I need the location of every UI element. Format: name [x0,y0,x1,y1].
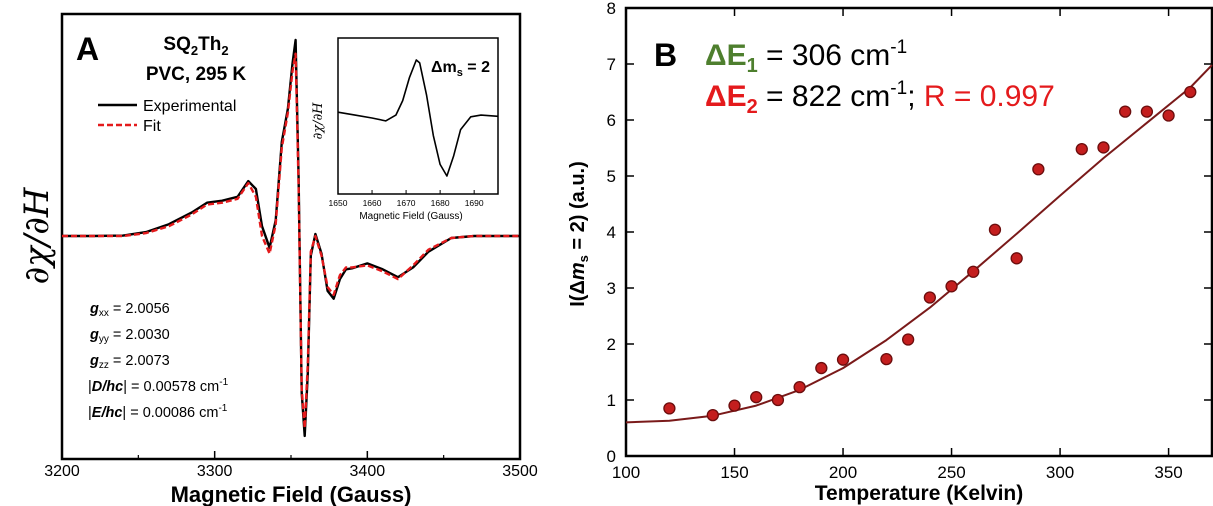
data-point [706,408,719,422]
data-point [1184,85,1197,99]
panel-a-y-axis-label: ∂χ/∂H [17,186,57,284]
data-point [1032,163,1045,176]
data-point [1140,105,1154,118]
legend-experimental-label: Experimental [143,98,236,115]
inset-x-tick-label: 1680 [431,198,450,208]
data-point [901,333,915,346]
panel-a: 3200 3300 3400 3500 A SQ2Th2 PVC, 295 K Exp… [17,12,538,506]
panel-b-y-tick-label: 8 [607,0,616,18]
panel-b-series [625,64,1213,424]
inset-x-axis-label: Magnetic Field (Gauss) [359,211,462,222]
panel-a-x-tick-label: 3400 [350,463,386,480]
annotation-delta-e1: ΔE1 = 306 cm-1 [705,37,907,77]
panel-b-x-tick-label: 350 [1154,463,1182,482]
panel-b-frame [624,6,1213,458]
panel-b-x-tick-label: 250 [937,463,965,482]
data-point [1097,141,1110,154]
panel-b-y-tick-label: 5 [607,167,616,186]
series-fit-curve [625,64,1213,424]
data-point [880,352,893,366]
inset-x-tick-label: 1660 [363,198,382,208]
data-point [967,265,980,278]
panel-a-x-tick-label: 3200 [44,463,80,480]
inset-series [337,59,499,177]
panel-b-y-tick-label: 2 [607,335,616,354]
panel-b: 100 150 200 250 300 350 0 1 2 3 4 5 6 7 8 B ΔE1 = 306 … [567,0,1213,505]
data-point [728,399,741,412]
param-d: |D/hc| = 0.00578 cm-1 [88,377,229,395]
inset-chart: 1650 1660 1670 1680 1690 Δms = 2 ∂χ/∂H Magne… [311,37,499,222]
panel-a-x-ticks: 3200 3300 3400 3500 [44,451,538,480]
inset-y-axis-label: ∂χ/∂H [311,102,326,140]
panel-a-title-line2: PVC, 295 K [146,64,247,85]
panel-a-x-axis-label: Magnetic Field (Gauss) [171,482,412,506]
data-point [815,361,828,375]
inset-x-tick-label: 1690 [465,198,484,208]
panel-b-x-tick-label: 150 [720,463,748,482]
series-fit [62,52,520,430]
data-point [750,391,763,404]
inset-x-tick-label: 1650 [329,198,348,208]
panel-b-y-tick-label: 0 [607,447,616,466]
panel-a-title-line1: SQ2Th2 [163,34,228,58]
panel-b-x-tick-label: 300 [1046,463,1074,482]
panel-b-y-tick-label: 3 [607,279,616,298]
panel-b-y-tick-label: 1 [607,391,616,410]
panel-b-x-tick-label: 200 [829,463,857,482]
panel-b-ticks: 100 150 200 250 300 350 0 1 2 3 4 5 6 7 8 [607,0,1212,482]
panel-b-y-axis-label: I(Δms = 2) (a.u.) [567,161,591,307]
inset-label: Δms = 2 [431,59,490,79]
data-point [793,380,806,394]
data-point [1119,105,1132,118]
panel-a-x-tick-label: 3500 [502,463,538,480]
panel-b-x-axis-label: Temperature (Kelvin) [815,482,1024,505]
data-point [1010,252,1023,265]
panel-b-y-tick-label: 4 [607,223,616,242]
data-point [836,353,850,366]
data-point [945,280,958,293]
data-point [988,223,1002,236]
inset-series-experimental [337,59,499,177]
param-e: |E/hc| = 0.00086 cm-1 [88,403,228,421]
inset-x-tick-label: 1670 [397,198,416,208]
data-point [663,402,676,415]
panel-b-label: B [654,37,677,73]
series-experimental [62,38,520,438]
data-point [1162,109,1175,122]
panel-b-y-tick-label: 6 [607,111,616,130]
panel-a-x-tick-label: 3300 [197,463,233,480]
annotation-delta-e2: ΔE2 = 822 cm-1; R = 0.997 [705,78,1055,118]
param-gyy: gyy = 2.0030 [89,327,170,345]
param-gxx: gxx = 2.0056 [89,301,170,319]
panel-b-y-tick-label: 7 [607,55,616,74]
panel-a-label: A [76,31,99,67]
param-gzz: gzz = 2.0073 [89,353,170,371]
data-point [1075,142,1088,156]
data-point [923,291,937,304]
inset-x-ticks: 1650 1660 1670 1680 1690 [329,190,484,208]
legend-fit-label: Fit [143,118,161,135]
panel-a-series [62,38,520,438]
data-point [771,393,785,407]
parameter-list: gxx = 2.0056 gyy = 2.0030 gzz = 2.0073 |… [88,301,229,421]
panel-b-x-tick-label: 100 [612,463,640,482]
